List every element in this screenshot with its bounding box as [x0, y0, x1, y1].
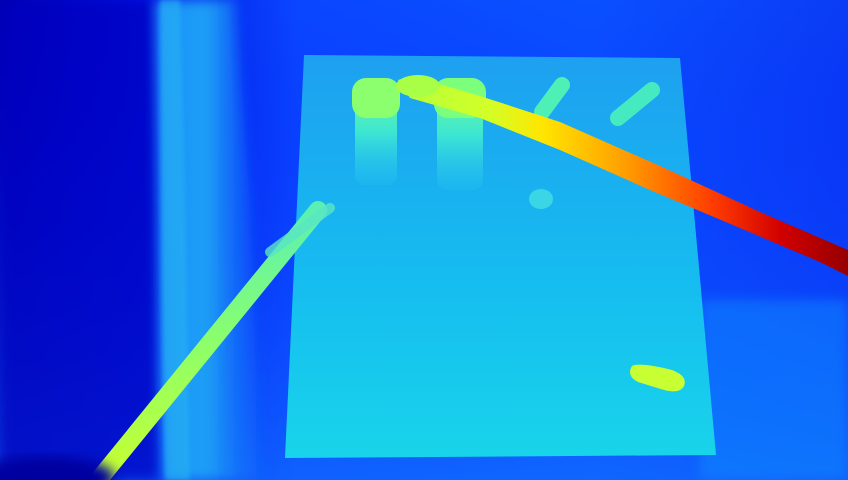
small-peg-b: [610, 82, 660, 126]
bottom-left-shadow: [0, 456, 115, 480]
small-peg-a: [534, 77, 570, 120]
near-rod-end: [396, 75, 440, 97]
wall-edge-highlight: [160, 0, 190, 480]
left-deep-region: [0, 0, 160, 480]
diagonal-stick: [91, 201, 327, 480]
floor-right-tint: [700, 300, 848, 480]
near-rod: [398, 76, 848, 276]
near-blob: [630, 364, 685, 392]
diagonal-stick-tip: [265, 203, 335, 257]
small-spot: [529, 189, 553, 209]
peg-left-top: [352, 78, 400, 118]
